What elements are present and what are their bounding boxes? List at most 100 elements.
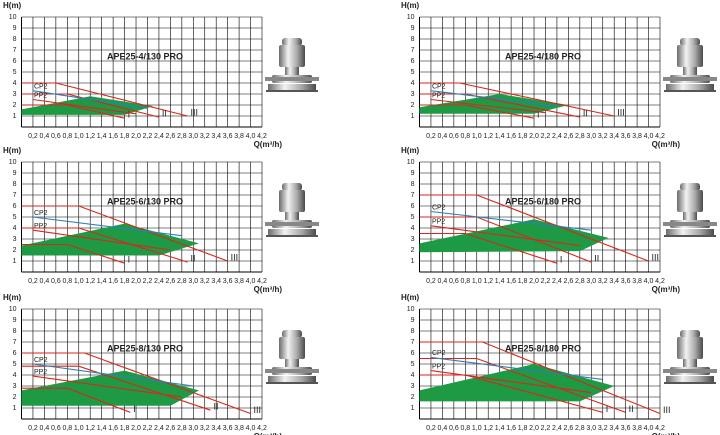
- pump-port: [265, 77, 319, 81]
- curve: [419, 82, 615, 117]
- curve: [430, 225, 580, 247]
- x-tick-label: 4,2: [655, 425, 665, 432]
- chart-title: APE25-4/180 PRO: [505, 51, 581, 61]
- x-tick-label: 1,4: [495, 425, 505, 432]
- y-tick-label: 1: [13, 113, 17, 120]
- x-tick-label: 0,4: [438, 425, 448, 432]
- pump-neck: [683, 359, 697, 367]
- y-tick-label: 6: [411, 58, 415, 65]
- y-tick-label: 10: [407, 159, 415, 166]
- y-tick-label: 4: [13, 80, 17, 87]
- curve-label: CP2: [432, 204, 446, 211]
- curve: [32, 216, 182, 237]
- x-tick-label: 2,2: [143, 425, 153, 432]
- x-tick-label: 0,2: [28, 278, 38, 285]
- y-tick-label: 10: [407, 306, 415, 313]
- x-tick-label: 3,4: [609, 425, 619, 432]
- x-tick-label: 0,6: [51, 133, 61, 140]
- x-tick-label: 3,8: [234, 278, 244, 285]
- x-tick-label: 1,0: [74, 133, 84, 140]
- pump-neck: [683, 67, 697, 75]
- x-tick-label: 1,0: [472, 133, 482, 140]
- curve: [430, 90, 557, 107]
- y-axis-label: H(m): [3, 146, 22, 155]
- curve: [21, 82, 188, 117]
- x-tick-label: 0,2: [28, 133, 38, 140]
- y-tick-label: 9: [411, 25, 415, 32]
- x-tick-label: 4,0: [246, 133, 256, 140]
- y-tick-label: 1: [411, 405, 415, 412]
- chart-title: APE25-8/180 PRO: [505, 343, 581, 353]
- y-tick-label: 2: [13, 247, 17, 254]
- x-tick-label: 2,2: [541, 278, 551, 285]
- y-axis-label: H(m): [401, 1, 420, 10]
- curve: [32, 229, 171, 251]
- curve: [32, 90, 148, 109]
- y-tick-label: 3: [411, 236, 415, 243]
- pump-base-line: [664, 90, 716, 92]
- y-tick-label: 8: [13, 328, 17, 335]
- x-tick-label: 1,0: [472, 425, 482, 432]
- x-tick-label: 2,0: [131, 425, 141, 432]
- y-tick-label: 4: [13, 225, 17, 232]
- operating-area: [419, 94, 569, 114]
- x-tick-label: 0,6: [51, 278, 61, 285]
- x-tick-label: 2,6: [166, 278, 176, 285]
- x-tick-label: 1,8: [518, 133, 528, 140]
- y-tick-label: 3: [13, 91, 17, 98]
- y-tick-label: 3: [13, 236, 17, 243]
- y-tick-label: 1: [411, 113, 415, 120]
- curve: [419, 104, 535, 119]
- x-axis-label: Q(m³/h): [254, 140, 283, 149]
- x-tick-label: 2,2: [541, 425, 551, 432]
- pump-port: [265, 222, 319, 226]
- x-tick-label: 2,8: [575, 278, 585, 285]
- pump-base: [666, 84, 714, 90]
- curve-label: I: [128, 255, 131, 265]
- pump-cap: [282, 38, 302, 46]
- curve: [21, 104, 125, 119]
- y-tick-label: 2: [13, 394, 17, 401]
- y-tick-label: 9: [411, 170, 415, 177]
- pump-port: [663, 222, 717, 226]
- y-tick-label: 9: [411, 317, 415, 324]
- y-tick-label: 5: [411, 214, 415, 221]
- x-tick-label: 0,2: [28, 425, 38, 432]
- x-tick-label: 2,8: [177, 425, 187, 432]
- y-tick-label: 9: [13, 25, 17, 32]
- curve-label: CP2: [432, 350, 446, 357]
- x-tick-label: 0,8: [62, 133, 72, 140]
- y-tick-label: 7: [13, 339, 17, 346]
- y-tick-label: 8: [13, 181, 17, 188]
- x-tick-label: 2,6: [166, 425, 176, 432]
- x-tick-label: 3,6: [223, 425, 233, 432]
- y-tick-label: 9: [13, 317, 17, 324]
- x-tick-label: 2,4: [552, 425, 562, 432]
- pump-neck: [285, 212, 299, 220]
- curve-label: II: [162, 108, 167, 118]
- pump-base: [666, 376, 714, 382]
- x-tick-label: 1,2: [483, 425, 493, 432]
- pump-port: [663, 369, 717, 373]
- curve-label: III: [191, 107, 199, 117]
- x-tick-label: 2,4: [552, 133, 562, 140]
- curve: [21, 205, 228, 262]
- x-tick-label: 3,2: [598, 278, 608, 285]
- x-tick-label: 1,4: [97, 425, 107, 432]
- pump-neck: [683, 212, 697, 220]
- y-tick-label: 5: [13, 214, 17, 221]
- curve-label: I: [606, 404, 609, 414]
- x-tick-label: 3,2: [200, 425, 210, 432]
- x-tick-label: 3,8: [632, 133, 642, 140]
- y-tick-label: 5: [13, 361, 17, 368]
- curve-label: CP2: [432, 84, 446, 91]
- y-tick-label: 8: [411, 36, 415, 43]
- x-tick-label: 1,6: [506, 278, 516, 285]
- curve-label: PP2: [432, 92, 445, 99]
- curve: [32, 363, 194, 387]
- pump-chart: 0,2 0,4 0,6 0,8 1,0 1,2 1,4 1,6 1,8 2,0 2,2 2,4 2,6 2…: [3, 293, 319, 435]
- y-tick-label: 7: [411, 192, 415, 199]
- x-tick-label: 3,2: [200, 133, 210, 140]
- curve: [21, 365, 211, 411]
